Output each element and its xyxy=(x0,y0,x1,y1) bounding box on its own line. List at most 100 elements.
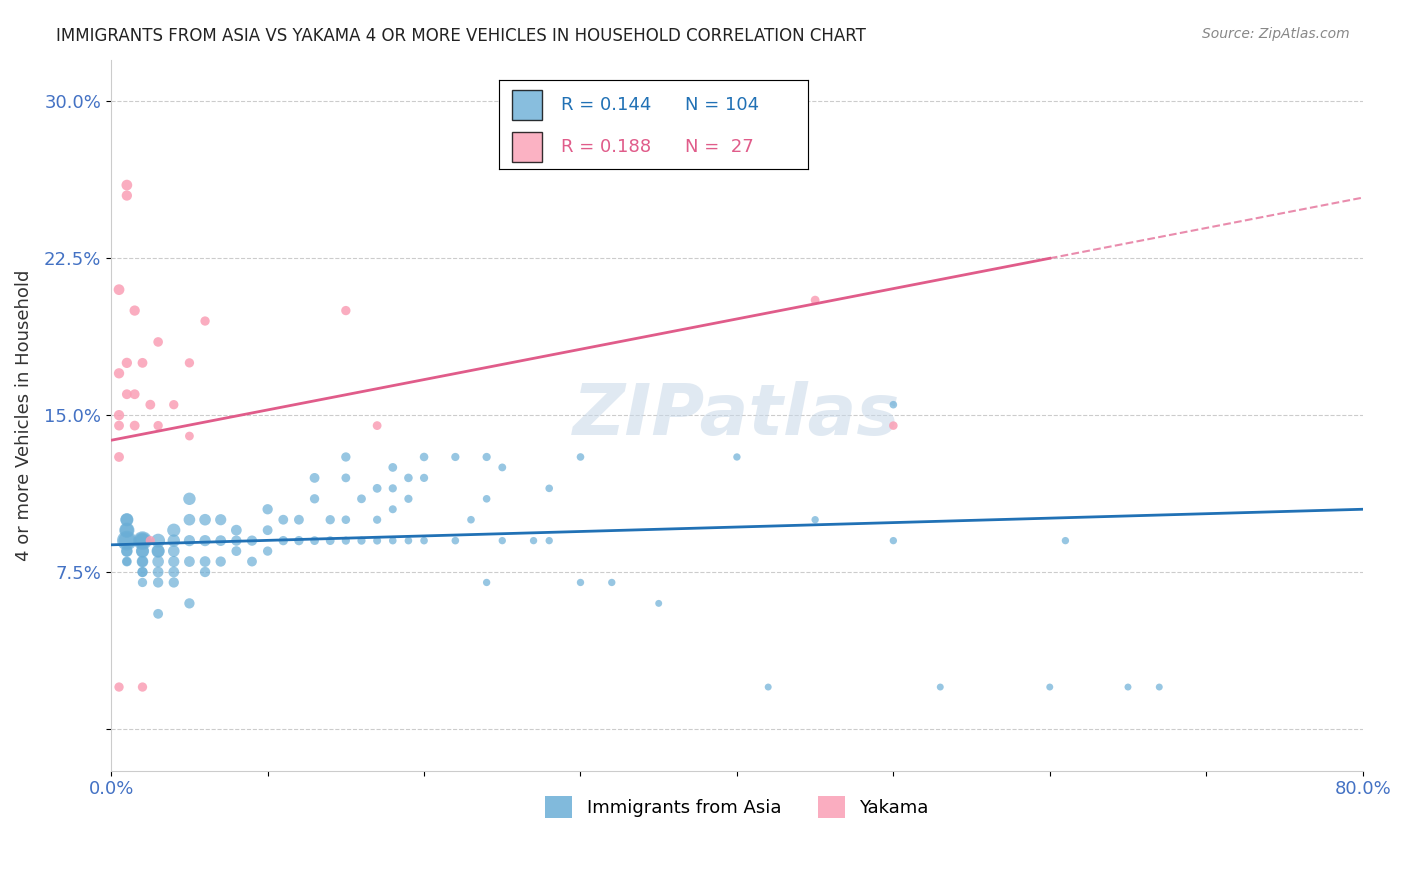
Point xyxy=(225,544,247,558)
Point xyxy=(131,680,153,694)
Point xyxy=(288,513,311,527)
Point xyxy=(882,418,904,433)
Point xyxy=(366,513,388,527)
Point xyxy=(131,544,153,558)
Point xyxy=(882,398,904,412)
Point xyxy=(1149,680,1171,694)
Point xyxy=(225,523,247,537)
Point xyxy=(108,408,131,422)
Point xyxy=(115,533,138,548)
Point xyxy=(225,533,247,548)
Point xyxy=(240,555,263,569)
Point xyxy=(381,502,404,516)
Point xyxy=(124,303,146,318)
Text: IMMIGRANTS FROM ASIA VS YAKAMA 4 OR MORE VEHICLES IN HOUSEHOLD CORRELATION CHART: IMMIGRANTS FROM ASIA VS YAKAMA 4 OR MORE… xyxy=(56,27,866,45)
Point xyxy=(194,513,217,527)
Point xyxy=(194,555,217,569)
Point xyxy=(304,533,326,548)
Point xyxy=(756,680,779,694)
Point xyxy=(491,533,513,548)
Point xyxy=(335,450,357,464)
Point xyxy=(304,471,326,485)
Text: Source: ZipAtlas.com: Source: ZipAtlas.com xyxy=(1202,27,1350,41)
Point xyxy=(413,471,436,485)
Point xyxy=(131,544,153,558)
Point xyxy=(115,523,138,537)
Text: R = 0.188: R = 0.188 xyxy=(561,138,651,156)
Y-axis label: 4 or more Vehicles in Household: 4 or more Vehicles in Household xyxy=(15,269,32,561)
Point xyxy=(444,450,467,464)
Point xyxy=(569,450,592,464)
Point xyxy=(139,398,162,412)
Point xyxy=(115,555,138,569)
Point xyxy=(256,502,278,516)
Point xyxy=(179,356,201,370)
Point xyxy=(163,398,186,412)
Point xyxy=(271,533,294,548)
Point xyxy=(319,513,342,527)
Point xyxy=(146,533,169,548)
Point xyxy=(108,680,131,694)
Point xyxy=(146,544,169,558)
Point xyxy=(131,533,153,548)
Text: N =  27: N = 27 xyxy=(685,138,754,156)
Point xyxy=(929,680,952,694)
Point xyxy=(163,523,186,537)
Point xyxy=(115,533,138,548)
Point xyxy=(396,533,419,548)
Point xyxy=(413,533,436,548)
Point xyxy=(146,575,169,590)
Point xyxy=(209,533,232,548)
Point xyxy=(124,387,146,401)
Point xyxy=(396,491,419,506)
Text: N = 104: N = 104 xyxy=(685,96,759,114)
Point xyxy=(108,367,131,381)
Point xyxy=(366,418,388,433)
Point xyxy=(179,596,201,610)
Text: ZIPatlas: ZIPatlas xyxy=(574,381,901,450)
Point xyxy=(804,513,827,527)
Point xyxy=(108,450,131,464)
Point xyxy=(131,533,153,548)
FancyBboxPatch shape xyxy=(512,90,543,120)
Point xyxy=(131,575,153,590)
Point xyxy=(146,555,169,569)
Point xyxy=(179,491,201,506)
Point xyxy=(288,533,311,548)
Point xyxy=(131,555,153,569)
Point xyxy=(882,533,904,548)
Point xyxy=(131,565,153,579)
Point xyxy=(146,544,169,558)
Point xyxy=(240,533,263,548)
Point xyxy=(475,575,498,590)
Point xyxy=(538,481,561,495)
Point xyxy=(194,565,217,579)
Point xyxy=(444,533,467,548)
Point xyxy=(209,513,232,527)
Point xyxy=(538,533,561,548)
Point xyxy=(335,303,357,318)
Text: R = 0.144: R = 0.144 xyxy=(561,96,651,114)
Point xyxy=(725,450,748,464)
Point xyxy=(163,575,186,590)
Point xyxy=(647,596,669,610)
Point xyxy=(146,607,169,621)
Point xyxy=(115,544,138,558)
Point xyxy=(335,513,357,527)
Point xyxy=(108,283,131,297)
Point xyxy=(1116,680,1139,694)
Point xyxy=(146,565,169,579)
Point xyxy=(350,533,373,548)
Point xyxy=(396,471,419,485)
Point xyxy=(163,533,186,548)
Point xyxy=(115,356,138,370)
Point xyxy=(522,533,544,548)
Point xyxy=(146,418,169,433)
Point xyxy=(304,491,326,506)
Point xyxy=(115,523,138,537)
Point xyxy=(115,513,138,527)
Point xyxy=(1039,680,1062,694)
Point xyxy=(475,491,498,506)
Point xyxy=(131,533,153,548)
Point xyxy=(179,555,201,569)
